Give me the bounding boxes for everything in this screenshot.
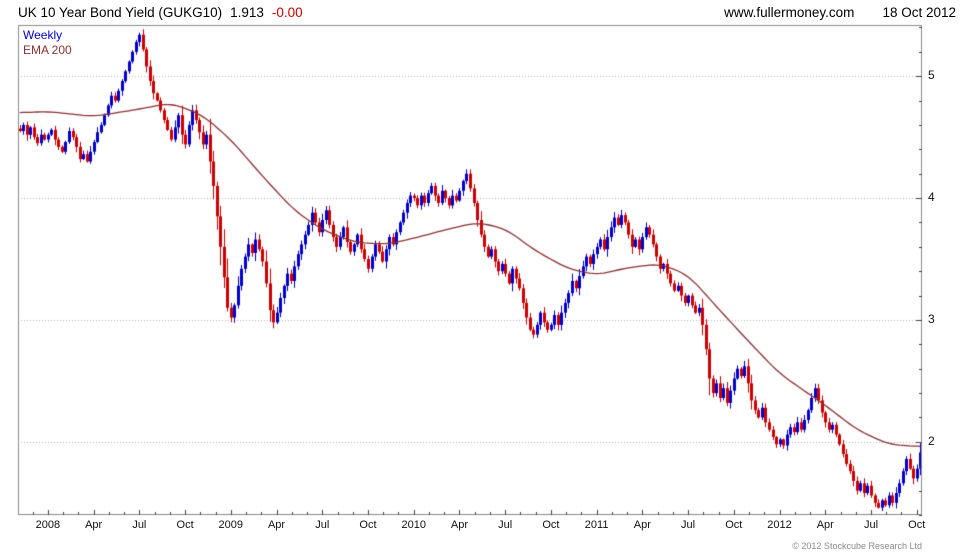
x-axis-label: 2008 [35, 519, 61, 531]
copyright-notice: © 2012 Stockcube Research Ltd [792, 541, 922, 551]
chart-header-right: www.fullermoney.com 18 Oct 2012 [724, 5, 956, 20]
x-axis-label: Jul [681, 519, 696, 531]
x-axis-label: Oct [176, 519, 194, 531]
x-axis-label: Jul [863, 519, 879, 531]
website-text: www.fullermoney.com [724, 4, 855, 20]
legend-ema-200: EMA 200 [23, 43, 72, 57]
x-axis-label: 2012 [767, 519, 792, 531]
x-axis-label: Apr [633, 519, 651, 531]
x-axis-label: Apr [450, 519, 468, 531]
x-axis-label: Jul [132, 519, 147, 531]
x-axis-label: Jul [498, 519, 513, 531]
x-axis-label: Jul [315, 519, 330, 531]
x-axis-label: Oct [359, 519, 377, 531]
y-axis-label: 3 [928, 311, 935, 326]
price-change: -0.00 [271, 4, 303, 20]
chart-date: 18 Oct 2012 [882, 4, 956, 20]
chart-title: UK 10 Year Bond Yield (GUKG10) [18, 4, 223, 20]
x-axis-label: Oct [725, 519, 743, 531]
last-price: 1.913 [230, 4, 264, 20]
x-axis-label: Oct [908, 519, 926, 531]
legend-weekly: Weekly [23, 28, 63, 42]
x-axis-label: Oct [542, 519, 560, 531]
x-axis-label: 2011 [584, 519, 609, 531]
x-axis-label: Apr [267, 519, 286, 531]
x-axis-label: Apr [816, 519, 834, 531]
x-axis-label: 2010 [401, 519, 426, 531]
y-axis-label: 5 [928, 68, 935, 83]
y-axis-label: 4 [928, 190, 935, 205]
x-axis-label: 2009 [218, 519, 244, 531]
x-axis-label: Apr [85, 519, 103, 531]
chart-header: UK 10 Year Bond Yield (GUKG10) 1.913 -0.… [0, 0, 980, 24]
y-axis-label: 2 [928, 433, 935, 448]
chart-title-group: UK 10 Year Bond Yield (GUKG10) 1.913 -0.… [18, 5, 303, 20]
